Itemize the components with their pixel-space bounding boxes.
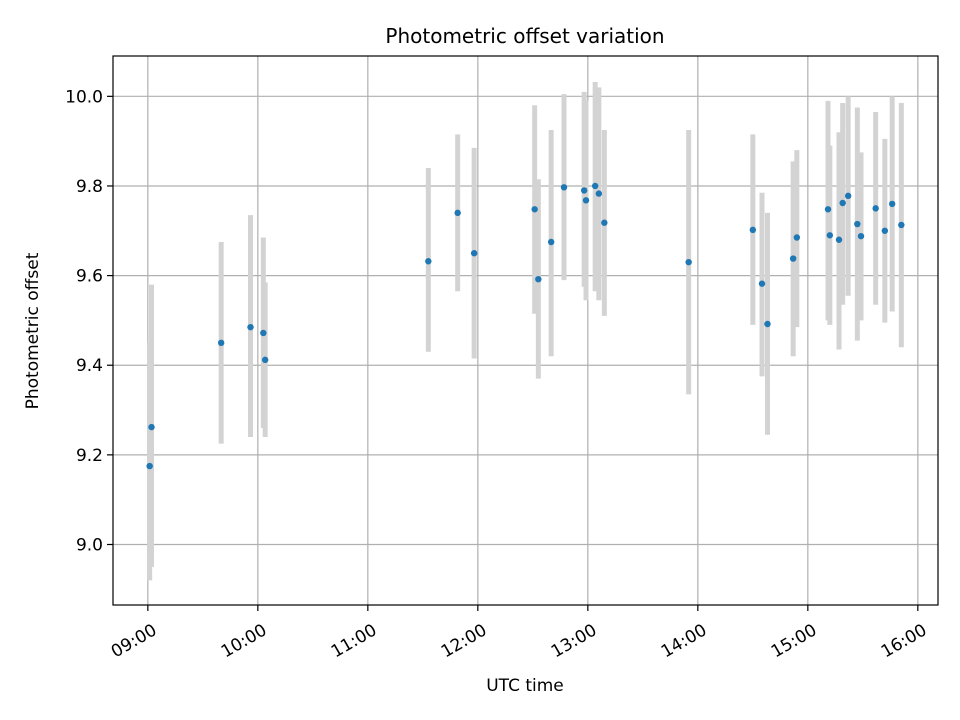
- data-point: [789, 255, 797, 262]
- data-point: [247, 323, 254, 331]
- data-point: [839, 199, 846, 207]
- data-point: [758, 280, 766, 287]
- data-point: [560, 184, 568, 191]
- data-point: [844, 192, 852, 200]
- y-tick-label: 9.8: [76, 177, 103, 197]
- data-point: [601, 219, 608, 226]
- data-point: [793, 234, 801, 241]
- data-point: [531, 206, 538, 213]
- data-point: [454, 209, 461, 217]
- y-tick-label: 9.4: [76, 356, 103, 376]
- data-point: [470, 249, 478, 257]
- data-point: [854, 220, 861, 228]
- data-point: [547, 238, 555, 246]
- chart-title: Photometric offset variation: [385, 24, 664, 48]
- data-point: [835, 236, 843, 243]
- data-point: [826, 232, 834, 239]
- data-point: [148, 423, 155, 431]
- data-point: [857, 232, 865, 240]
- marker-layer: [146, 182, 905, 470]
- data-point: [582, 197, 590, 204]
- data-point: [580, 187, 588, 194]
- data-point: [591, 182, 599, 190]
- plot-frame: [112, 55, 939, 606]
- data-point: [824, 206, 832, 213]
- data-point: [881, 227, 889, 234]
- data-point: [261, 356, 269, 364]
- data-point: [260, 329, 267, 337]
- data-point: [535, 275, 542, 283]
- data-point: [425, 258, 432, 265]
- data-point: [217, 339, 225, 347]
- y-tick-label: 9.0: [76, 535, 103, 555]
- x-axis-title: UTC time: [486, 676, 564, 696]
- data-point: [685, 258, 692, 266]
- data-point: [898, 221, 905, 229]
- y-tick-label: 9.2: [76, 446, 103, 466]
- y-tick-label: 10.0: [65, 87, 103, 107]
- data-point: [764, 320, 771, 328]
- y-tick-label: 9.6: [76, 267, 103, 287]
- data-point: [872, 205, 879, 212]
- data-point: [888, 200, 896, 208]
- y-axis-title: Photometric offset: [23, 252, 43, 409]
- data-point: [146, 462, 153, 470]
- data-point: [749, 226, 757, 234]
- data-point: [595, 190, 603, 197]
